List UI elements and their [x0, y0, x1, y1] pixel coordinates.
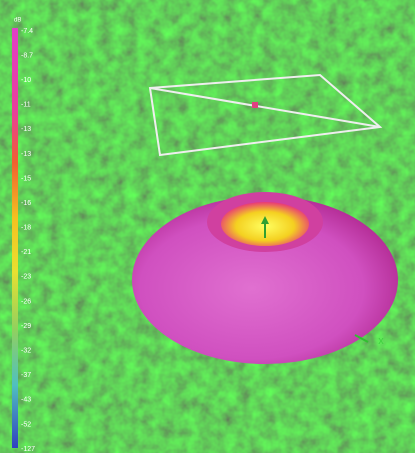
- colorbar-label: -16: [21, 200, 31, 207]
- colorbar-label: -127: [21, 446, 35, 453]
- colorbar-label: -43: [21, 397, 31, 404]
- colorbar-unit: dB: [14, 18, 21, 24]
- colorbar-label: -18: [21, 225, 31, 232]
- colorbar: [12, 28, 18, 448]
- colorbar-label: -7.4: [21, 28, 33, 35]
- colorbar-label: -21: [21, 249, 31, 256]
- x-axis-arrow: [354, 334, 369, 343]
- marker: [252, 102, 258, 108]
- z-arrow-head: [261, 216, 269, 224]
- colorbar-label: -37: [21, 372, 31, 379]
- colorbar-label: -8.7: [21, 52, 33, 59]
- radiation-pattern: [132, 196, 398, 364]
- colorbar-label: -15: [21, 175, 31, 182]
- colorbar-label: -10: [21, 77, 31, 84]
- colorbar-label: -32: [21, 347, 31, 354]
- colorbar-labels: -7.4 -8.7 -10 -11 -13 -13 -15 -16 -18 -21 -23 -26 -2…: [21, 28, 35, 453]
- x-axis-label: x: [378, 335, 384, 347]
- colorbar-label: -11: [21, 102, 31, 109]
- colorbar-label: -13: [21, 151, 31, 158]
- wireframe-diagonal: [149, 87, 381, 128]
- colorbar-label: -13: [21, 126, 31, 133]
- colorbar-label: -29: [21, 323, 31, 330]
- colorbar-label: -52: [21, 421, 31, 428]
- colorbar-label: -26: [21, 298, 31, 305]
- colorbar-label: -23: [21, 274, 31, 281]
